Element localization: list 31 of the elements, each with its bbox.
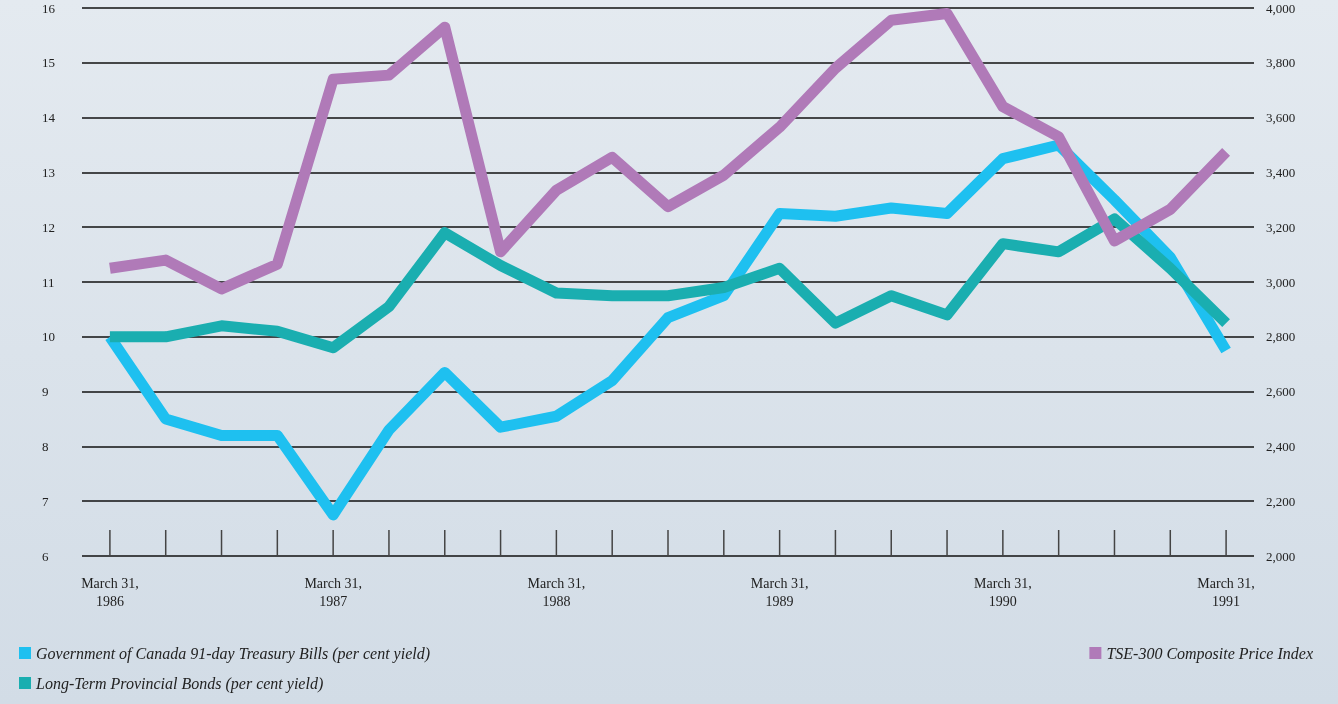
- y-tick-label: 11: [42, 274, 55, 290]
- y-tick-label: 7: [42, 493, 49, 509]
- y-tick-label: 8: [42, 438, 49, 454]
- y2-tick-label: 4,000: [1266, 0, 1296, 16]
- x-tick-label: March 31, 1986: [81, 575, 139, 609]
- y2-tick-label: 3,000: [1266, 274, 1296, 290]
- y2-tick-label: 2,600: [1266, 384, 1296, 400]
- y-tick-label: 14: [42, 110, 56, 126]
- y-tick-label: 10: [42, 329, 55, 345]
- x-tick-label: March 31, 1991: [1197, 575, 1255, 609]
- y-tick-label: 15: [42, 55, 55, 71]
- y-tick-label: 6: [42, 548, 49, 564]
- y-tick-label: 9: [42, 384, 49, 400]
- y2-tick-label: 2,000: [1266, 548, 1296, 564]
- y-tick-label: 13: [42, 164, 55, 180]
- x-tick-label: March 31, 1988: [527, 575, 586, 609]
- y2-tick-label: 2,200: [1266, 493, 1296, 509]
- y2-tick-label: 3,400: [1266, 164, 1296, 180]
- y2-tick-label: 3,600: [1266, 110, 1296, 126]
- y2-tick-label: 2,400: [1266, 438, 1296, 454]
- y2-tick-label: 2,800: [1266, 329, 1296, 345]
- y-tick-label: 12: [42, 219, 55, 235]
- x-tick-label: March 31, 1987: [304, 575, 362, 609]
- legend-label: Government of Canada 91-day Treasury Bills (per cent yield): [36, 644, 430, 663]
- x-tick-label: March 31, 1989: [750, 575, 809, 609]
- y2-tick-label: 3,800: [1266, 55, 1296, 71]
- y2-tick-label: 3,200: [1266, 219, 1296, 235]
- legend-label: Long-Term Provincial Bonds (per cent yield): [35, 674, 324, 693]
- legend-label: TSE-300 Composite Price Index: [1106, 644, 1313, 663]
- y-tick-label: 16: [42, 0, 56, 16]
- x-tick-label: March 31, 1990: [974, 575, 1032, 609]
